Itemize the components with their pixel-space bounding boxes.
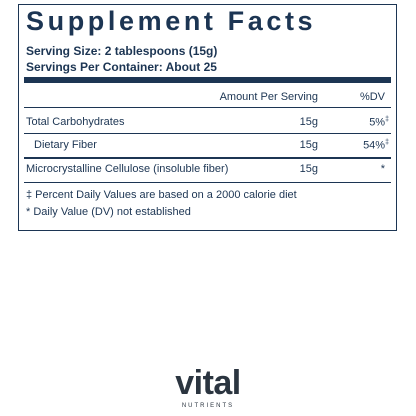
thick-rule [24,77,391,83]
column-header: Amount Per Serving [219,91,318,103]
row-dv: 54%‡ [363,139,389,152]
row-dv: * [381,163,385,175]
dv-value: 54% [363,139,386,152]
logo-name: vital [175,364,241,402]
dv-note: ‡ [385,116,389,123]
row-amount: 15g [299,139,318,151]
logo-subtitle: NUTRIENTS [181,403,235,409]
row-rule [24,157,391,159]
dv-value: * [380,163,385,175]
label-box [18,4,397,231]
dv-value: 5% [369,116,386,129]
servings-per-container: Servings Per Container: About 25 [26,60,217,74]
footnote: ‡ Percent Daily Values are based on a 20… [26,189,297,201]
row-dv: 5%‡ [369,116,389,129]
row-amount: 15g [299,163,318,175]
footnote: * Daily Value (DV) not established [26,206,191,218]
row-name: Microcrystalline Cellulose (insoluble fi… [26,163,229,175]
title: Supplement Facts [26,6,317,36]
row-rule [24,107,391,108]
dv-note: ‡ [385,139,389,146]
row-amount: 15g [299,116,318,128]
row-rule [24,133,391,134]
row-name: Total Carbohydrates [26,116,125,128]
row-name: Dietary Fiber [34,139,97,151]
column-header: %DV [359,91,385,103]
row-rule [24,182,391,183]
serving-size: Serving Size: 2 tablespoons (15g) [26,44,218,58]
